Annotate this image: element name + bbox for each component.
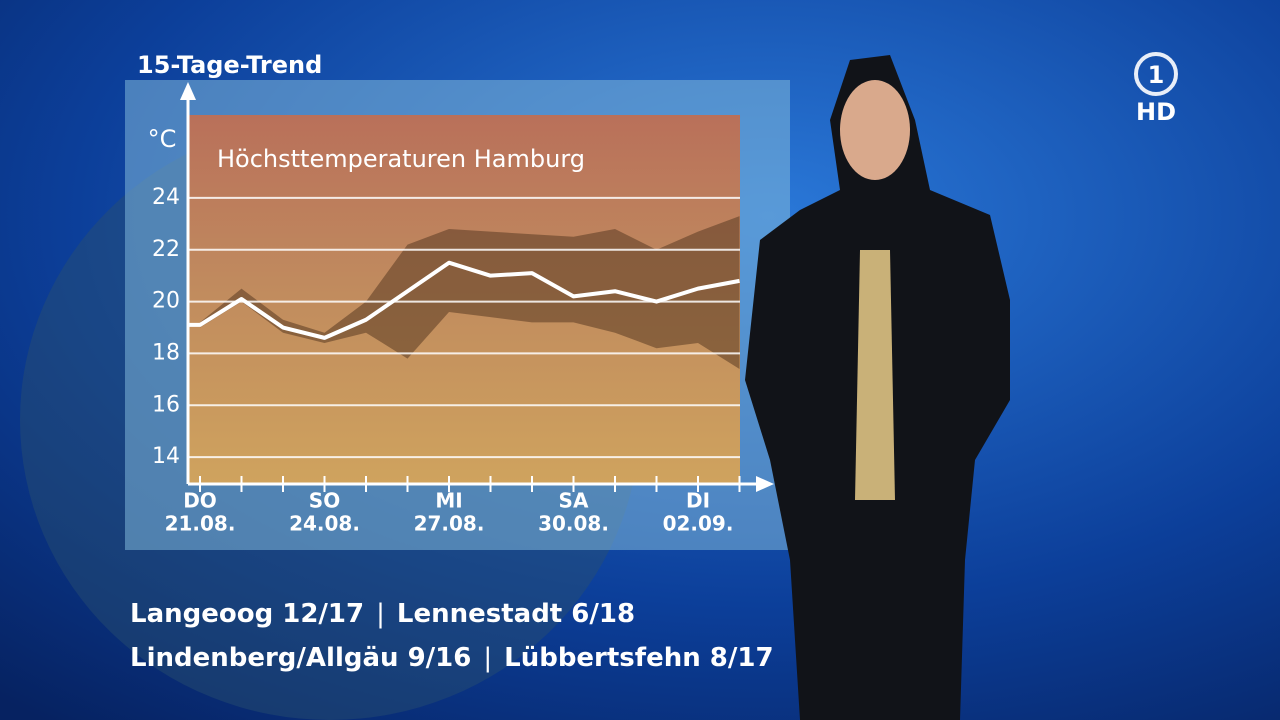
presenter-face (840, 80, 910, 180)
ticker: Langeoog 12/17 | Lennestadt 6/18 Lindenberg… (130, 599, 774, 673)
x-tick-weekday: DI (686, 489, 710, 513)
x-tick-weekday: MI (435, 489, 462, 513)
ticker-line: Langeoog 12/17 | Lennestadt 6/18 (130, 599, 635, 629)
y-tick-label: 16 (152, 392, 180, 417)
y-axis-arrow (180, 82, 196, 100)
x-tick-weekday: SA (559, 489, 589, 513)
x-tick-label: 24.08. (289, 512, 360, 536)
ticker-separator: | (483, 643, 492, 673)
chart-title: 15-Tage-Trend (137, 51, 322, 79)
y-tick-label: 14 (152, 444, 180, 469)
temperature-line (188, 260, 740, 340)
x-tick-label: 30.08. (538, 512, 609, 536)
y-tick-label: 22 (152, 237, 180, 262)
uncertainty-band (200, 216, 740, 369)
ticker-entry: Lübbertsfehn 8/17 (504, 643, 773, 673)
ticker-entry: Lennestadt 6/18 (397, 599, 635, 629)
x-tick-weekday: DO (183, 489, 217, 513)
logo-number: 1 (1148, 61, 1165, 89)
x-tick-label: 02.09. (663, 512, 734, 536)
logo-ring (1134, 52, 1178, 96)
logo-label: HD (1136, 98, 1176, 126)
x-tick-weekday: SO (309, 489, 340, 513)
ticker-entry: Lindenberg/Allgäu 9/16 (130, 643, 471, 673)
y-tick-label: 18 (152, 340, 180, 365)
y-tick-label: 24 (152, 185, 180, 210)
x-axis-arrow (756, 476, 774, 492)
x-tick-label: 27.08. (414, 512, 485, 536)
y-tick-label: 20 (152, 289, 180, 314)
ticker-separator: | (376, 599, 385, 629)
ticker-entry: Langeoog 12/17 (130, 599, 364, 629)
ticker-line: Lindenberg/Allgäu 9/16 | Lübbertsfehn 8/17 (130, 643, 774, 673)
x-tick-label: 21.08. (165, 512, 236, 536)
presenter-blouse (855, 250, 895, 500)
y-axis-label: °C (148, 125, 177, 153)
chart-subtitle: Höchsttemperaturen Hamburg (217, 145, 585, 173)
